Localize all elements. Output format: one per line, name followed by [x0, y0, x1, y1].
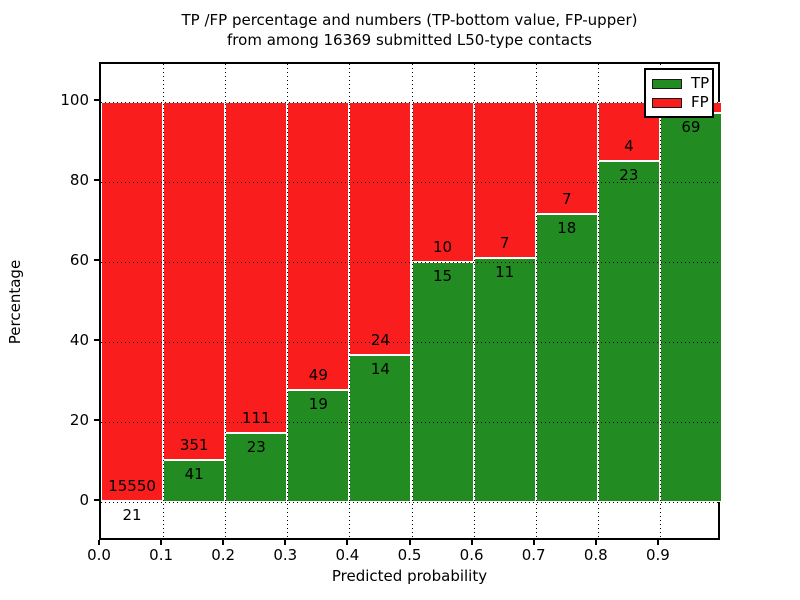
x-tick-mark	[470, 540, 473, 545]
vertical-gridline	[473, 64, 475, 538]
tp-count-label: 41	[184, 465, 204, 483]
x-tick-mark	[98, 540, 100, 545]
x-tick-mark	[408, 540, 411, 545]
fp-count-label: 111	[241, 409, 271, 428]
fp-legend-label: FP	[691, 93, 709, 111]
fp-bar-segment	[101, 102, 164, 502]
x-tick-mark	[656, 540, 659, 545]
tp-count-label: 69	[681, 118, 701, 137]
x-tick-label: 0.0	[87, 546, 111, 564]
y-tick-mark	[94, 179, 99, 181]
fp-count-label: 4	[624, 137, 634, 156]
y-tick-mark	[94, 419, 99, 421]
tp-count-label: 23	[246, 438, 266, 457]
x-tick-mark	[160, 540, 163, 545]
tp-count-label: 23	[619, 166, 639, 185]
tp-bar-segment	[163, 460, 226, 502]
x-tick-mark	[532, 540, 535, 545]
tp-count-label: 21	[122, 506, 142, 525]
y-tick-label: 20	[69, 411, 89, 429]
y-tick-label: 0	[79, 491, 89, 509]
x-tick-label: 0.1	[149, 546, 174, 564]
tp-count-label: 14	[370, 359, 390, 378]
x-tick-label: 0.7	[521, 546, 546, 564]
x-tick-mark	[222, 540, 225, 545]
x-tick-label: 0.2	[211, 546, 236, 564]
tp-bar-segment	[225, 433, 288, 502]
horizontal-gridline	[101, 262, 718, 263]
legend-row-fp: FP	[652, 93, 709, 112]
fp-count-label: 49	[308, 366, 328, 385]
horizontal-gridline	[101, 422, 718, 423]
horizontal-gridline	[101, 502, 718, 503]
fp-count-label: 351	[179, 436, 209, 454]
fp-count-label: 10	[433, 238, 453, 256]
x-tick-mark	[346, 540, 349, 545]
fp-count-label: 24	[370, 330, 390, 349]
tp-count-label: 18	[557, 219, 577, 237]
x-tick-label: 0.6	[459, 546, 484, 564]
x-tick-label: 0.5	[397, 546, 422, 564]
tp-count-label: 11	[495, 262, 515, 281]
tp-count-label: 19	[308, 395, 328, 414]
x-axis-label: Predicted probability	[331, 567, 488, 585]
vertical-gridline	[287, 64, 289, 538]
chart-title: TP /FP percentage and numbers (TP-bottom…	[99, 10, 720, 50]
vertical-gridline	[535, 64, 537, 538]
chart-title-line2: from among 16369 submitted L50-type cont…	[227, 31, 592, 49]
tp-bar-segment	[659, 113, 722, 502]
y-tick-mark	[94, 499, 99, 501]
vertical-gridline	[659, 64, 661, 538]
tp-legend-swatch	[652, 78, 682, 89]
legend-row-tp: TP	[652, 74, 710, 93]
x-tick-label: 0.4	[335, 546, 360, 564]
vertical-gridline	[597, 64, 599, 538]
fp-legend-swatch	[652, 97, 682, 108]
y-tick-label: 100	[60, 91, 89, 109]
horizontal-gridline	[101, 182, 718, 183]
vertical-gridline	[349, 64, 351, 538]
fp-bar-segment	[349, 102, 412, 355]
tp-count-label: 15	[433, 267, 453, 285]
tp-legend-label: TP	[691, 74, 710, 92]
fp-bar-segment	[535, 102, 598, 214]
x-tick-mark	[594, 540, 597, 545]
tp-bar-segment	[411, 262, 474, 502]
x-tick-mark	[284, 540, 287, 545]
tp-bar-segment	[473, 257, 536, 502]
y-tick-label: 80	[69, 171, 89, 189]
y-axis-label: Percentage	[6, 259, 24, 345]
fp-count-label: 7	[499, 233, 510, 252]
fp-bar-segment	[225, 102, 288, 434]
y-tick-mark	[94, 259, 99, 261]
tp-bar-segment	[535, 214, 598, 502]
tp-bar-segment	[287, 390, 350, 502]
tp-bar-segment	[597, 161, 660, 502]
y-tick-mark	[94, 339, 99, 341]
horizontal-gridline	[101, 102, 718, 103]
fp-count-label: 7	[561, 190, 572, 208]
x-tick-label: 0.9	[645, 546, 670, 564]
tp-bar-segment	[349, 354, 412, 502]
horizontal-gridline	[101, 342, 718, 343]
x-tick-label: 0.3	[273, 546, 298, 564]
y-tick-label: 60	[69, 251, 89, 269]
x-tick-label: 0.8	[583, 546, 608, 564]
fp-bar-segment	[163, 102, 226, 460]
legend: TP FP	[644, 68, 714, 118]
y-tick-mark	[94, 99, 99, 101]
fp-count-label: 15550	[108, 477, 156, 496]
vertical-gridline	[411, 64, 413, 538]
plot-area: TP FP 15550 21 351 41 111 23 49 19 24 14 10 15 7 11 7 1…	[99, 62, 722, 540]
y-tick-label: 40	[69, 331, 89, 349]
vertical-gridline	[225, 64, 227, 538]
chart-title-line1: TP /FP percentage and numbers (TP-bottom…	[181, 11, 638, 29]
vertical-gridline	[163, 64, 165, 538]
